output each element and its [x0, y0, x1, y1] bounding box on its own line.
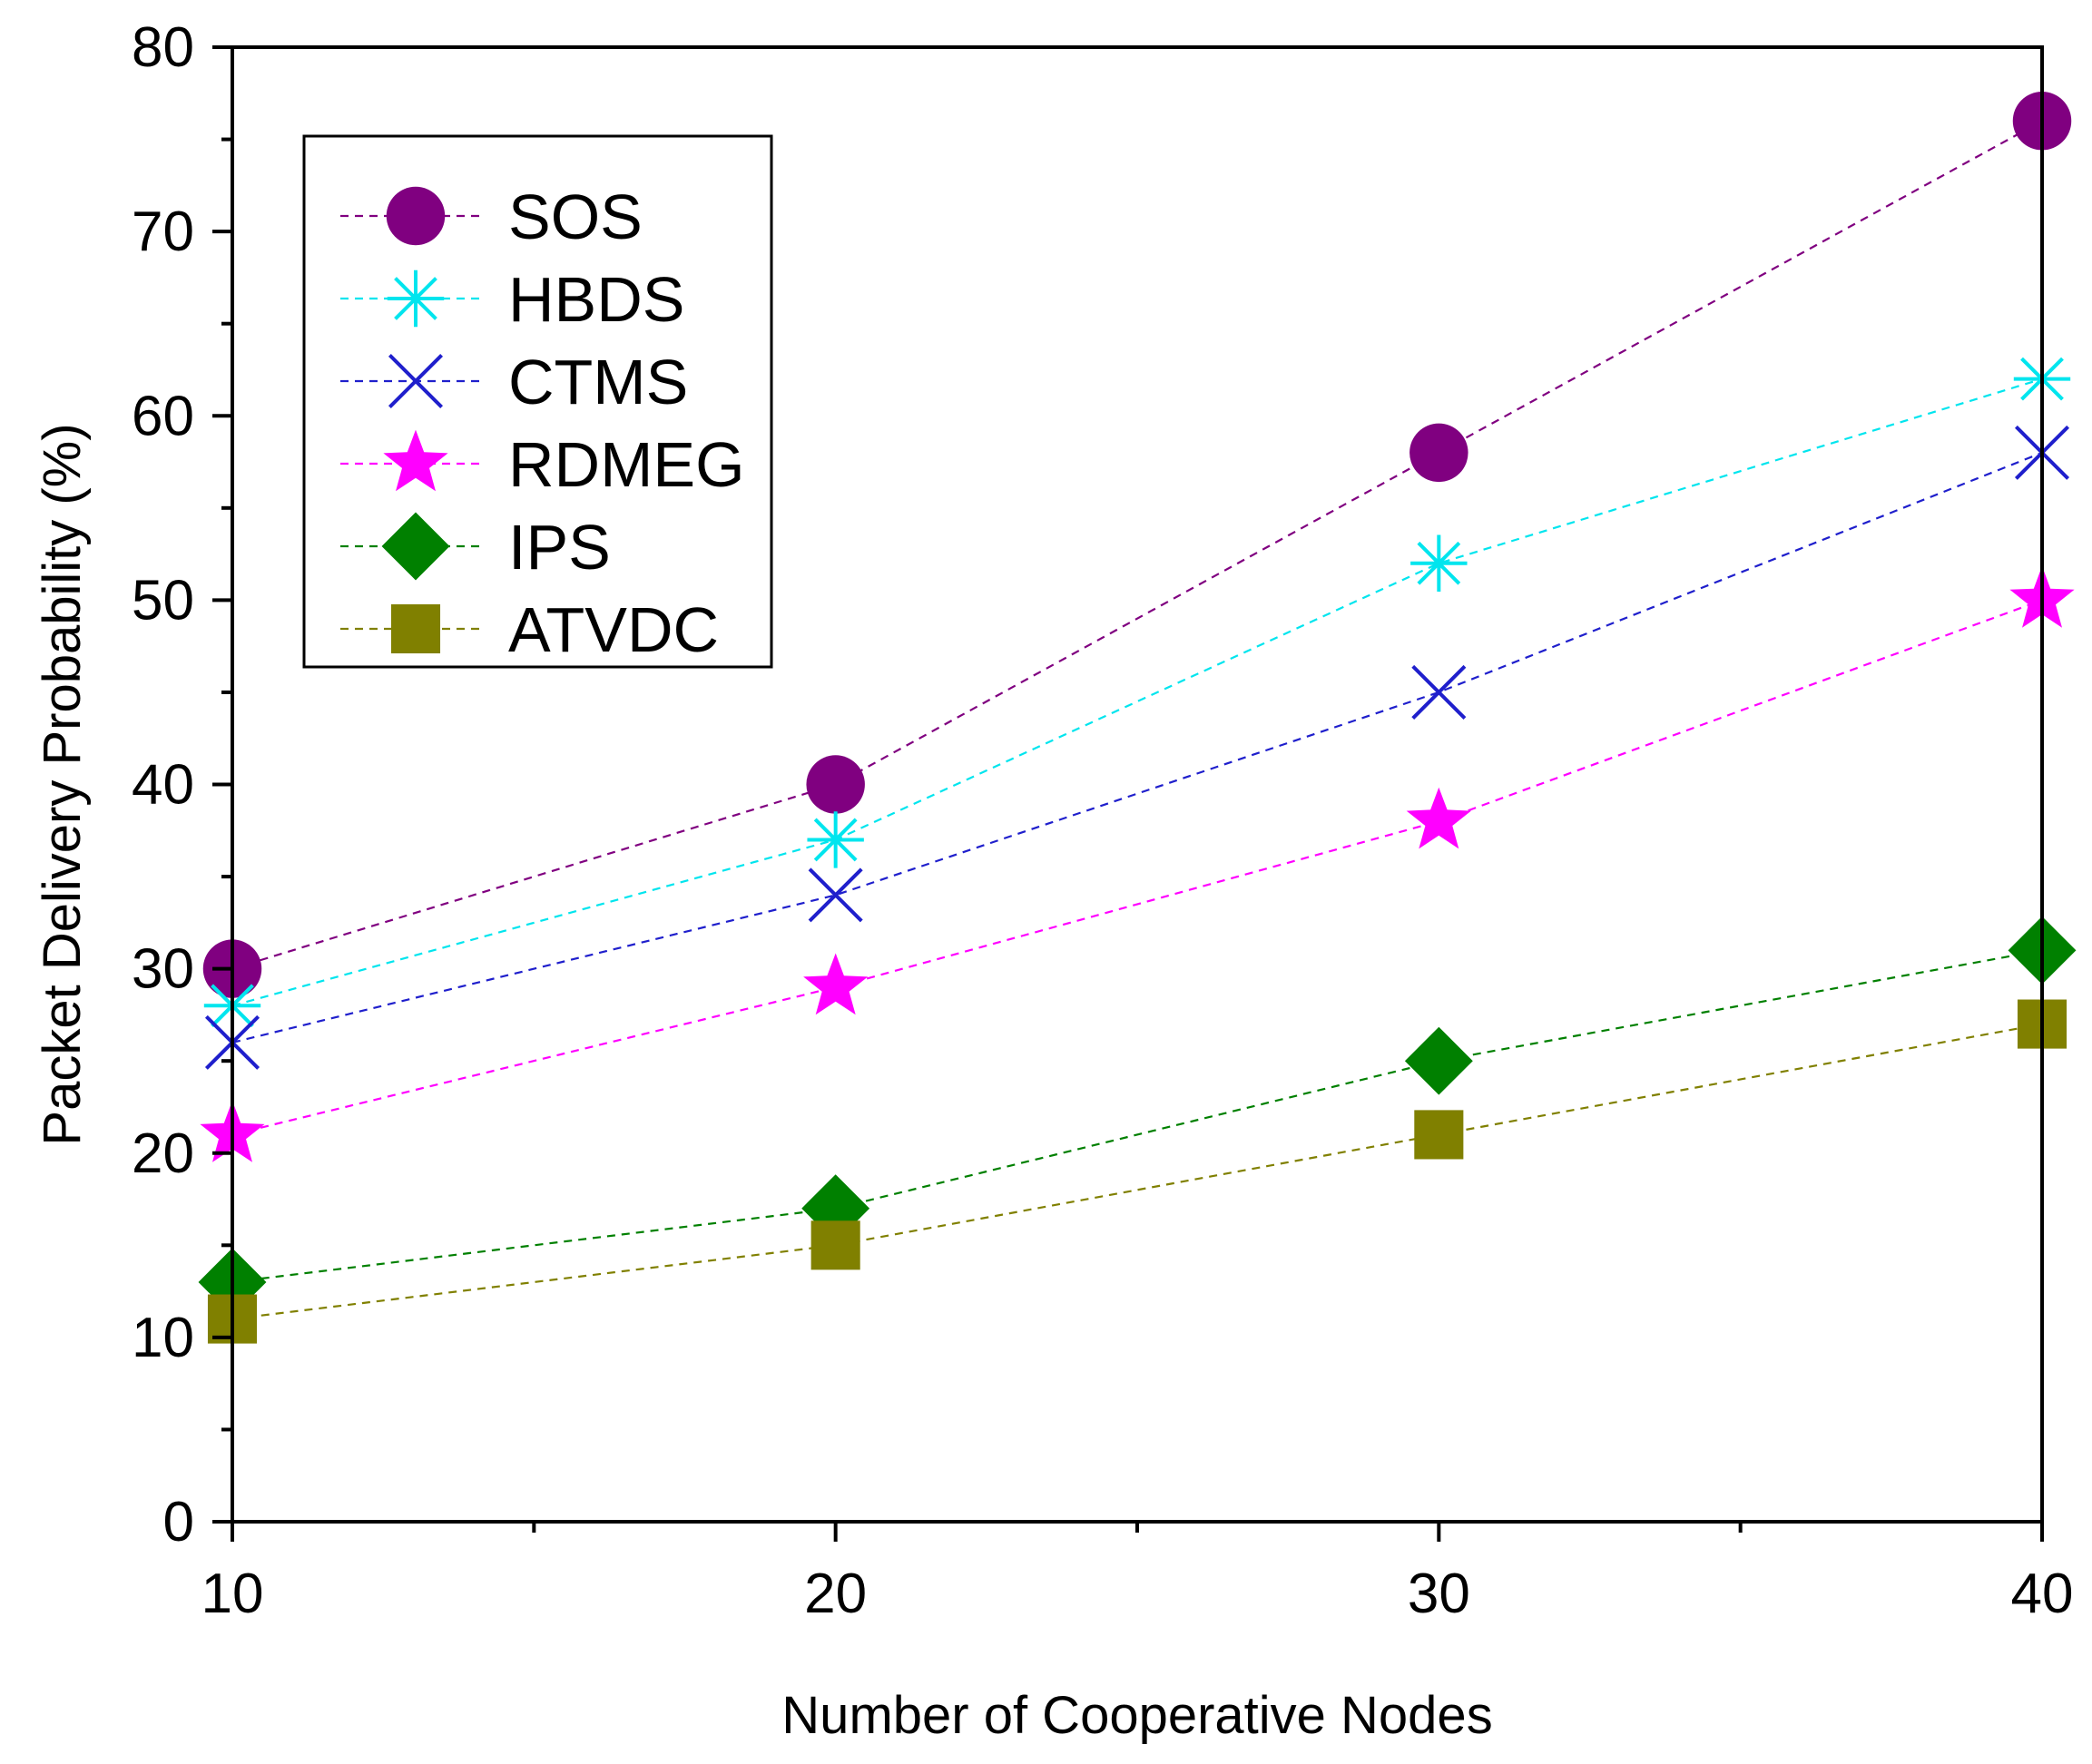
series-line-sos — [231, 120, 2043, 970]
legend-marker-rdmeg — [383, 429, 448, 492]
legend-marker-sos — [386, 186, 446, 246]
y-tick-label: 10 — [132, 1307, 194, 1369]
x-axis-title: Number of Cooperative Nodes — [781, 1686, 1492, 1745]
data-point-sos — [806, 755, 865, 814]
data-point-hbds — [807, 811, 864, 868]
y-tick-label: 50 — [132, 569, 194, 632]
y-tick-label: 60 — [132, 385, 194, 447]
legend-label-hbds: HBDS — [508, 264, 684, 335]
legend-label-sos: SOS — [508, 181, 643, 252]
data-point-ctms — [1411, 664, 1467, 720]
data-point-atvdc — [810, 1220, 860, 1270]
legend-label-ips: IPS — [508, 512, 611, 583]
legend-label-atvdc: ATVDC — [508, 594, 719, 665]
y-tick-label: 0 — [163, 1491, 194, 1553]
x-tick-label: 10 — [201, 1563, 264, 1625]
data-point-ctms — [808, 867, 863, 923]
series-line-ips — [231, 949, 2043, 1283]
legend-marker-hbds — [387, 270, 445, 328]
y-tick-label: 70 — [132, 201, 194, 263]
legend-label-ctms: CTMS — [508, 347, 688, 417]
x-tick-label: 20 — [804, 1563, 867, 1625]
legend-label-rdmeg: RDMEG — [508, 429, 745, 500]
y-tick-label: 30 — [132, 938, 194, 1001]
data-point-ips — [801, 1174, 870, 1243]
legend-marker-ips — [381, 512, 450, 581]
y-axis-title: Packet Delivery Probability (%) — [33, 423, 92, 1145]
y-tick-label: 40 — [132, 754, 194, 817]
legend-box — [302, 134, 773, 669]
y-tick-label: 80 — [132, 16, 194, 79]
data-point-hbds — [1410, 534, 1468, 592]
x-tick-label: 30 — [1408, 1563, 1470, 1625]
data-point-rdmeg — [803, 953, 869, 1015]
x-tick-label: 40 — [2011, 1563, 2074, 1625]
plot-lines — [231, 120, 2043, 1320]
legend-marker-atvdc — [390, 603, 441, 654]
series-line-ctms — [231, 451, 2043, 1044]
data-point-ips — [1404, 1026, 1473, 1095]
series-line-atvdc — [231, 1023, 2043, 1320]
y-tick-label: 20 — [132, 1122, 194, 1185]
legend-marker-ctms — [388, 353, 444, 409]
series-line-rdmeg — [231, 599, 2043, 1136]
data-point-atvdc — [1414, 1110, 1464, 1160]
data-point-rdmeg — [1406, 787, 1471, 849]
data-point-sos — [1409, 423, 1468, 483]
legend: SOS HBDS CTMS RDMEG IPS ATVDC — [302, 134, 773, 669]
series-line-hbds — [231, 377, 2043, 1007]
